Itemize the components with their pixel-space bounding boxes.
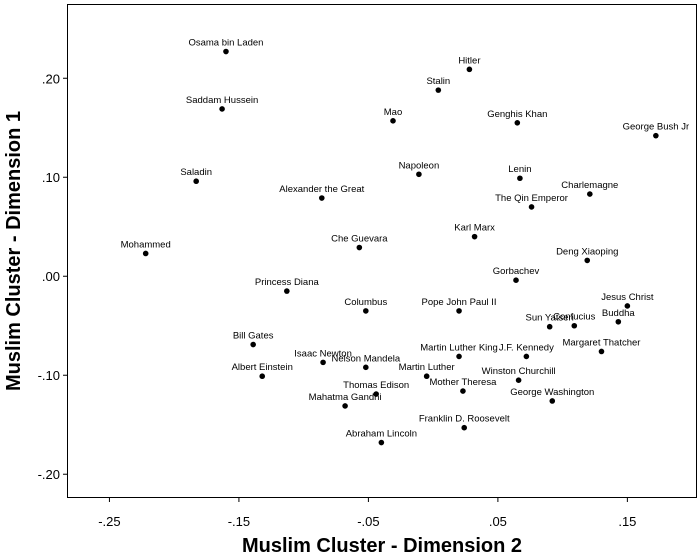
- point-label: Isaac Newton: [294, 348, 352, 359]
- data-point: [456, 353, 462, 360]
- data-point: [250, 341, 256, 348]
- point-label: Mohammed: [121, 239, 171, 250]
- point-label: Sun Yatsen: [526, 313, 574, 324]
- data-point: [423, 373, 430, 380]
- point-label: J.F. Kennedy: [499, 342, 554, 353]
- point-label: Winston Churchill: [482, 366, 556, 377]
- data-point: [373, 391, 379, 397]
- point-label: Napoleon: [399, 160, 440, 171]
- point-label: Saddam Hussein: [186, 95, 258, 106]
- data-point: [471, 233, 478, 240]
- data-point: [363, 308, 369, 314]
- data-point: [342, 403, 348, 409]
- data-point: [528, 204, 535, 210]
- data-point: [390, 118, 396, 124]
- point-label: Deng Xiaoping: [556, 246, 618, 257]
- point-label: Bill Gates: [233, 331, 274, 342]
- x-tick-label: -.25: [98, 514, 120, 529]
- data-point: [598, 348, 605, 355]
- data-points: Osama bin Laden Hitler Stalin Saddam Hussei…: [121, 38, 690, 446]
- point-label: Karl Marx: [454, 223, 495, 234]
- data-point: [461, 424, 468, 431]
- data-point: [363, 364, 369, 371]
- data-point: [356, 244, 363, 251]
- data-point: [219, 106, 225, 112]
- point-label: Princess Diana: [255, 277, 320, 288]
- y-tick-label: .10: [42, 170, 60, 185]
- point-label: Abraham Lincoln: [346, 429, 417, 440]
- point-label: Martin Luther King: [420, 342, 498, 353]
- point-label: Hitler: [458, 55, 480, 66]
- point-label: Saladin: [180, 167, 212, 178]
- data-point: [259, 373, 266, 380]
- x-axis: -.25 -.15 -.05 .05 .15: [98, 497, 636, 529]
- point-label: Lenin: [508, 164, 531, 175]
- y-axis-title: Muslim Cluster - Dimension 1: [3, 111, 25, 391]
- data-point: [466, 66, 473, 73]
- data-point: [435, 87, 442, 93]
- point-label: George Bush Jr: [623, 122, 690, 133]
- data-point: [615, 318, 622, 325]
- data-point: [513, 277, 519, 284]
- point-label: George Washington: [510, 387, 594, 398]
- data-point: [523, 353, 530, 360]
- y-tick-label: .20: [42, 71, 60, 86]
- data-point: [653, 132, 659, 139]
- x-tick-label: .15: [618, 514, 636, 529]
- data-point: [515, 377, 522, 383]
- point-label: Thomas Edison: [343, 380, 409, 391]
- point-label: Buddha: [602, 308, 635, 319]
- plot-frame: [67, 4, 697, 498]
- data-point: [378, 439, 385, 446]
- data-point: [584, 257, 591, 264]
- data-point: [571, 322, 578, 329]
- point-label: Albert Einstein: [232, 362, 293, 373]
- data-point: [460, 388, 466, 394]
- x-tick-label: -.15: [228, 514, 250, 529]
- data-point: [193, 178, 199, 185]
- x-axis-title: Muslim Cluster - Dimension 2: [242, 535, 522, 557]
- data-point: [284, 288, 290, 294]
- point-label: Gorbachev: [493, 266, 540, 277]
- x-tick-label: .05: [489, 514, 507, 529]
- data-point: [546, 323, 553, 330]
- point-label: Stalin: [426, 76, 450, 87]
- point-label: The Qin Emperor: [495, 193, 568, 204]
- point-label: Che Guevara: [331, 234, 388, 245]
- y-tick-label: .00: [42, 269, 60, 284]
- x-tick-label: -.05: [357, 514, 379, 529]
- y-axis: .20 .10 .00 -.10 -.20: [38, 71, 68, 482]
- data-point: [517, 175, 523, 182]
- point-label: Mother Theresa: [429, 377, 497, 388]
- data-point: [223, 48, 229, 55]
- data-point: [142, 250, 149, 257]
- data-point: [416, 171, 422, 178]
- point-label: Osama bin Laden: [188, 38, 263, 49]
- point-label: Charlemagne: [561, 180, 618, 191]
- data-point: [514, 120, 521, 126]
- point-label: Mao: [384, 107, 402, 118]
- point-label: Pope John Paul II: [422, 297, 497, 308]
- point-label: Franklin D. Roosevelt: [419, 414, 510, 425]
- data-point: [549, 398, 556, 404]
- data-point: [456, 308, 462, 314]
- point-label: Martin Luther: [399, 362, 455, 373]
- point-label: Jesus Christ: [601, 292, 654, 303]
- data-point: [320, 359, 326, 366]
- point-label: Alexander the Great: [279, 184, 364, 195]
- point-label: Mahatma Gandhi: [309, 392, 382, 403]
- data-point: [624, 303, 631, 309]
- point-label: Confucius: [553, 312, 595, 323]
- y-tick-label: -.20: [38, 467, 60, 482]
- data-point: [587, 191, 593, 197]
- point-label: Margaret Thatcher: [562, 337, 640, 348]
- point-label: Genghis Khan: [487, 109, 547, 120]
- point-label: Columbus: [344, 297, 387, 308]
- y-tick-label: -.10: [38, 368, 60, 383]
- data-point: [318, 195, 325, 201]
- point-label: Nelson Mandela: [331, 353, 400, 364]
